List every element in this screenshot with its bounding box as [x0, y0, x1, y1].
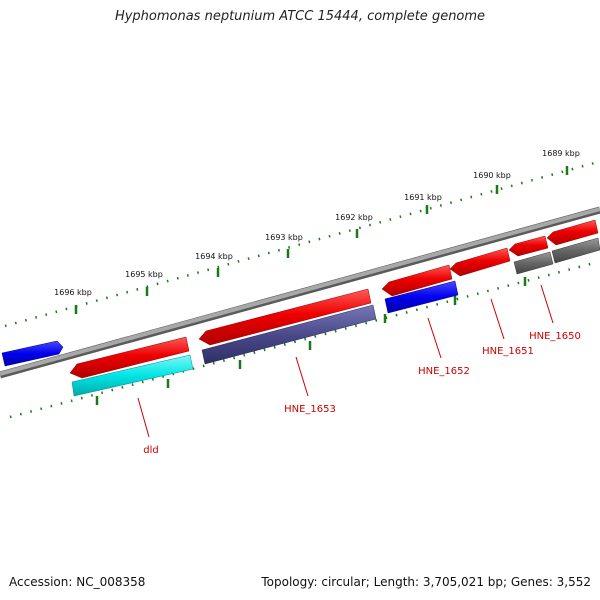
inner-tick-dots [9, 260, 599, 419]
gene-label-hne1651[interactable]: HNE_1651 [482, 346, 534, 357]
ruler-label: 1695 kbp [125, 270, 163, 279]
ruler-label: 1690 kbp [473, 171, 511, 180]
feature-arrow-left-blue[interactable] [1, 340, 64, 367]
leader-line [490, 298, 505, 340]
ruler-label: 1691 kbp [404, 193, 442, 202]
genome-summary-text: Topology: circular; Length: 3,705,021 bp… [261, 575, 591, 589]
feature-arrow-hne1650b-forward[interactable] [546, 219, 599, 246]
gene-label-dld[interactable]: dld [143, 445, 158, 456]
ruler-label: 1694 kbp [195, 252, 233, 261]
outer-tick-dots [4, 160, 599, 328]
ruler-labels: 1689 kbp 1690 kbp 1691 kbp 1692 kbp 1693… [54, 149, 580, 297]
leader-line [427, 317, 442, 359]
gene-label-hne1650[interactable]: HNE_1650 [529, 331, 581, 342]
ruler-label: 1689 kbp [542, 149, 580, 158]
feature-bar-hne1652-blue[interactable] [384, 280, 459, 314]
feature-bar-hne1650b-gray[interactable] [551, 237, 600, 264]
feature-bar-hne1650a-gray[interactable] [513, 251, 554, 275]
feature-arrow-hne1652-forward[interactable] [381, 264, 453, 297]
ruler-label: 1696 kbp [54, 288, 92, 297]
backbone-line [0, 207, 600, 376]
accession-text: Accession: NC_008358 [9, 575, 146, 589]
leader-line [540, 284, 554, 324]
feature-bar-hne1653-slate[interactable] [201, 304, 377, 365]
ruler-label: 1692 kbp [335, 213, 373, 222]
gene-label-hne1653[interactable]: HNE_1653 [284, 404, 336, 415]
label-leaders [137, 284, 554, 438]
genome-backbone [0, 206, 600, 379]
feature-arrow-hne1651-forward[interactable] [449, 247, 511, 277]
map-title: Hyphomonas neptunium ATCC 15444, complet… [114, 9, 486, 24]
outer-tick-track [4, 160, 599, 328]
gene-labels: HNE_1650 HNE_1651 HNE_1652 HNE_1653 dld [143, 331, 581, 456]
inner-tick-track [9, 260, 599, 419]
feature-arrow-hne1653-forward[interactable] [198, 288, 372, 346]
feature-bar-dld-cyan[interactable] [71, 354, 194, 397]
forward-strand [69, 219, 599, 379]
feature-arrow-hne1650a-forward[interactable] [508, 235, 549, 257]
leader-line [137, 397, 150, 438]
reverse-strand [1, 237, 600, 397]
leader-line [295, 356, 309, 397]
feature-arrow-dld-forward[interactable] [69, 336, 190, 379]
gene-label-hne1652[interactable]: HNE_1652 [418, 366, 470, 377]
ruler-label: 1693 kbp [265, 233, 303, 242]
